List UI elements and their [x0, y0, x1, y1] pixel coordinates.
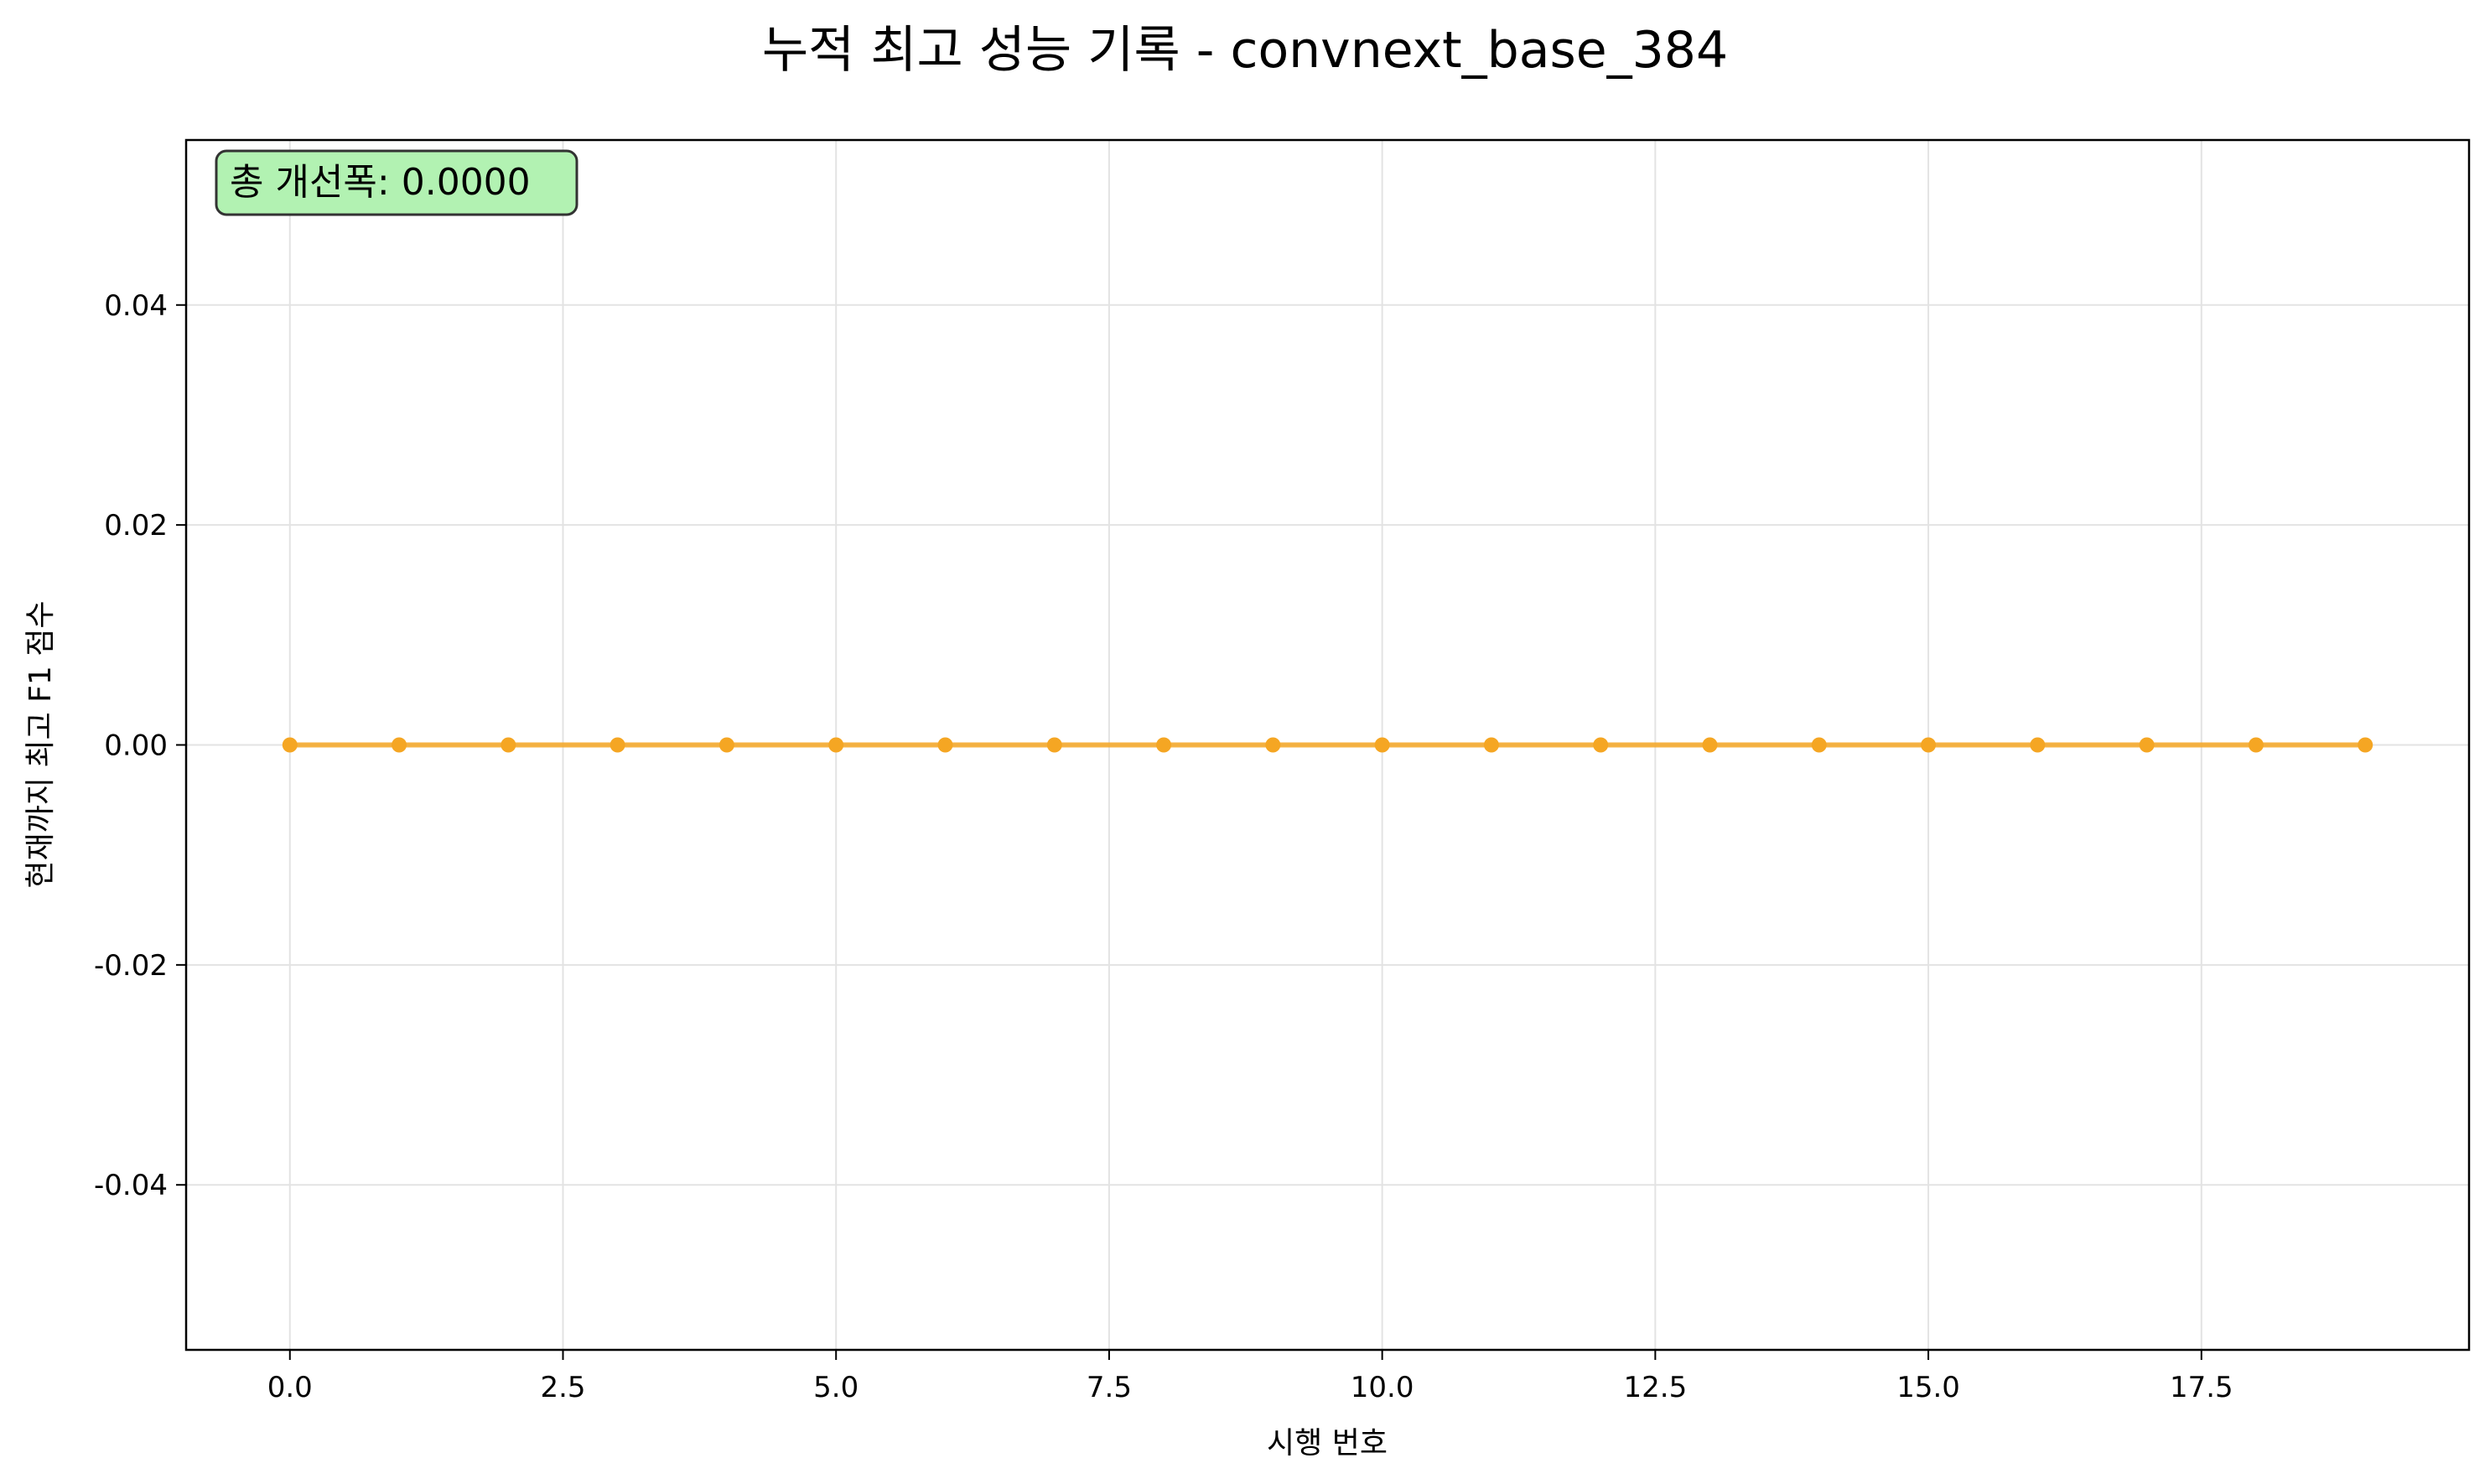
data-point	[2248, 737, 2264, 753]
data-point	[1046, 737, 1062, 753]
data-point	[1374, 737, 1390, 753]
x-tick-label: 5.0	[813, 1371, 859, 1404]
data-point	[392, 737, 407, 753]
chart-title: 누적 최고 성능 기록 - convnext_base_384	[762, 21, 1728, 80]
y-tick-label: 0.02	[104, 509, 168, 542]
data-point	[1156, 737, 1172, 753]
data-point	[2358, 737, 2373, 753]
y-tick-label: 0.04	[104, 289, 168, 323]
data-point	[501, 737, 516, 753]
improvement-annotation: 총 개선폭: 0.0000	[215, 149, 578, 216]
data-point	[610, 737, 625, 753]
data-point	[937, 737, 953, 753]
x-axis: 0.0 2.5 5.0 7.5 10.0 12.5 15.0 17.5	[267, 1350, 2233, 1404]
y-tick-label: 0.00	[104, 729, 168, 763]
data-point	[1921, 737, 1937, 753]
x-tick-label: 7.5	[1087, 1371, 1132, 1404]
annotation-text: 총 개선폭: 0.0000	[230, 161, 531, 204]
data-point	[2139, 737, 2155, 753]
data-point	[2030, 737, 2046, 753]
data-point	[828, 737, 844, 753]
data-point	[1811, 737, 1827, 753]
x-tick-label: 15.0	[1896, 1371, 1960, 1404]
series-group	[282, 737, 2373, 753]
annotation-box	[215, 149, 578, 216]
x-tick-label: 2.5	[540, 1371, 585, 1404]
data-point	[718, 737, 734, 753]
data-point	[1702, 737, 1718, 753]
y-axis-label: 현재까지 최고 F1 점수	[23, 601, 58, 889]
data-point	[282, 737, 298, 753]
x-tick-label: 0.0	[267, 1371, 313, 1404]
x-axis-label: 시행 번호	[1267, 1426, 1388, 1461]
data-point	[1593, 737, 1609, 753]
y-tick-label: -0.04	[94, 1169, 168, 1202]
x-tick-label: 12.5	[1624, 1371, 1688, 1404]
x-tick-label: 10.0	[1351, 1371, 1414, 1404]
x-tick-label: 17.5	[2170, 1371, 2233, 1404]
data-point	[1265, 737, 1281, 753]
y-axis: -0.04 -0.02 0.00 0.02 0.04	[94, 289, 186, 1202]
y-tick-label: -0.02	[94, 949, 168, 983]
data-point	[1483, 737, 1499, 753]
